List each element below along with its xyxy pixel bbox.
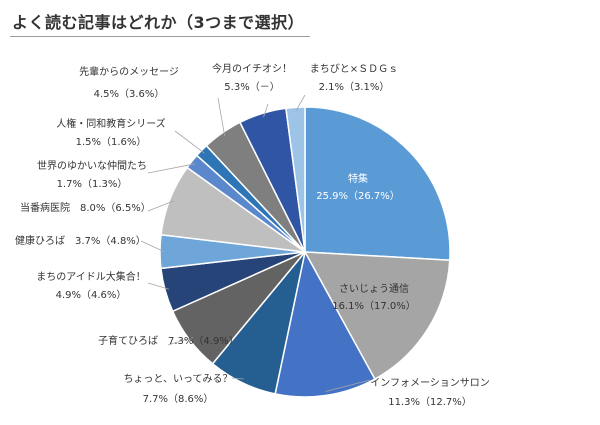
slice-value-label: 2.1%（3.1%） [319,81,390,93]
pie-slice [304,106,451,261]
leader-line [263,103,269,118]
leader-line [140,240,165,252]
slice-value-label: 16.1%（17.0%） [332,300,416,312]
pie-slice [274,249,376,398]
leader-line [231,377,244,380]
slice-label: 当番病医院 8.0%（6.5%） [20,201,151,214]
slice-value-label: 7.7%（8.6%） [143,393,214,405]
slice-value-label: 4.9%（4.6%） [56,289,127,301]
pie-slice [303,251,451,381]
slice-label: さいじょう通信 [339,283,409,295]
leader-line [325,379,371,392]
slice-label: 人権・同和教育シリーズ [56,117,166,130]
slice-label: 子育てひろば 7.3%（4.9%） [98,334,239,347]
slice-label: ちょっと、いってみる？ [123,373,232,385]
chart-title: よく読む記事はどれか（3つまで選択） [10,9,311,37]
slice-label: 先輩からのメッセージ [79,65,179,78]
slice-label: 世界のゆかいな仲間たち [37,159,147,172]
leader-line [147,163,196,174]
slice-value-label: 11.3%（12.7%） [388,396,472,408]
slice-label: 今月のイチオシ！ [212,62,292,75]
slice-label: 健康ひろば 3.7%（4.8%） [15,234,146,247]
slice-label: まちのアイドル大集合！ [36,270,146,283]
slice-value-label: 1.5%（1.6%） [76,136,147,148]
slice-value-label: 25.9%（26.7%） [316,190,400,202]
leader-line [174,130,205,154]
leader-line [147,200,174,212]
leader-line [217,97,226,137]
slice-label: まちびと×ＳＤＧｓ [310,63,398,75]
leader-line [147,282,170,290]
slice-label: インフォメーションサロン [370,377,490,389]
pie-slice [285,106,306,253]
leader-line [167,337,193,346]
slice-value-label: 1.7%（1.3%） [57,178,128,190]
slice-value-label: 4.5%（3.6%） [94,88,165,100]
slice-label: 特集 [348,172,368,185]
leader-line [295,94,306,112]
slice-value-label: 5.3%（－） [224,81,279,93]
